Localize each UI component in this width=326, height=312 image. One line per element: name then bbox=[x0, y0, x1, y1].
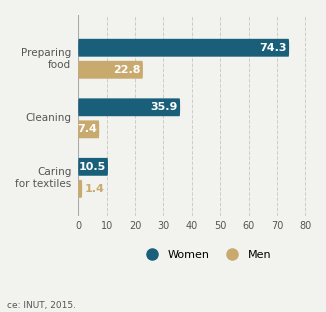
Legend: Women, Men: Women, Men bbox=[137, 245, 276, 264]
Text: 35.9: 35.9 bbox=[151, 102, 178, 112]
Text: ce: INUT, 2015.: ce: INUT, 2015. bbox=[7, 301, 76, 310]
Text: 7.4: 7.4 bbox=[77, 124, 97, 134]
FancyBboxPatch shape bbox=[78, 120, 99, 138]
Text: 1.4: 1.4 bbox=[85, 184, 105, 194]
FancyBboxPatch shape bbox=[78, 61, 143, 79]
Text: 22.8: 22.8 bbox=[113, 65, 141, 75]
FancyBboxPatch shape bbox=[78, 39, 289, 57]
FancyBboxPatch shape bbox=[78, 180, 82, 198]
Text: 10.5: 10.5 bbox=[79, 162, 106, 172]
Text: 74.3: 74.3 bbox=[259, 43, 287, 53]
FancyBboxPatch shape bbox=[78, 158, 108, 176]
FancyBboxPatch shape bbox=[78, 98, 180, 116]
